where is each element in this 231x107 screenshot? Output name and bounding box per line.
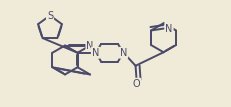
Text: O: O (132, 79, 140, 89)
Text: S: S (47, 10, 53, 21)
Text: N: N (86, 41, 93, 51)
Text: N: N (119, 48, 127, 58)
Text: N: N (91, 48, 99, 58)
Text: N: N (165, 24, 172, 33)
